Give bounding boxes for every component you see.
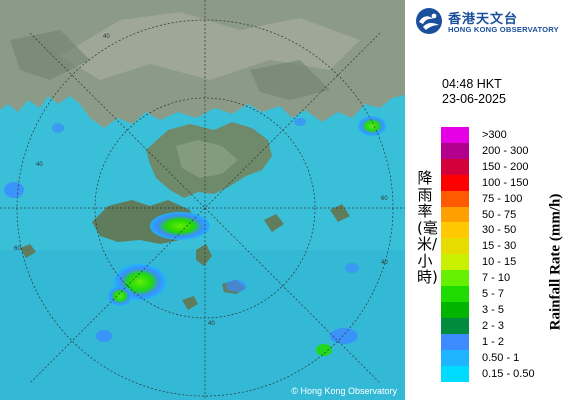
small-island-3 bbox=[264, 214, 284, 232]
small-island-2 bbox=[182, 296, 198, 310]
small-island-4 bbox=[330, 204, 350, 222]
radar-map: 40 60 40 40 60 40 © Hong Kong Observator… bbox=[0, 0, 405, 400]
logo-name-en: HONG KONG OBSERVATORY bbox=[448, 25, 559, 34]
legend-swatch bbox=[441, 206, 469, 223]
legend-swatch bbox=[441, 317, 469, 334]
ring-label-2: 60 bbox=[381, 196, 388, 202]
legend-title-cn: 降雨率(毫米/小時) bbox=[417, 169, 438, 286]
legend-label: 7 - 10 bbox=[482, 272, 511, 285]
timestamp-time: 04:48 HKT bbox=[442, 77, 502, 91]
range-ring-labels: 40 60 40 40 60 40 bbox=[14, 34, 388, 327]
legend-label: 75 - 100 bbox=[482, 192, 523, 205]
legend-swatch bbox=[441, 127, 469, 143]
legend-swatch bbox=[441, 365, 469, 382]
lamma-island bbox=[196, 244, 212, 266]
copyright-text: © Hong Kong Observatory bbox=[291, 386, 397, 396]
timestamp-date: 23-06-2025 bbox=[442, 92, 506, 106]
legend-swatch bbox=[441, 222, 469, 239]
legend-swatch bbox=[441, 270, 469, 287]
legend-label: 100 - 150 bbox=[482, 176, 529, 189]
legend-label: 0.50 - 1 bbox=[482, 351, 520, 364]
rain-echoes bbox=[4, 116, 386, 356]
legend-label: 200 - 300 bbox=[482, 144, 529, 157]
legend-panel: 香港天文台 HONG KONG OBSERVATORY 04:48 HKT 23… bbox=[405, 0, 577, 400]
ring-label-5: 60 bbox=[14, 246, 21, 252]
mainland-texture bbox=[60, 12, 360, 80]
legend-swatch bbox=[441, 142, 469, 159]
hko-emblem-icon bbox=[416, 8, 442, 34]
legend-label: 5 - 7 bbox=[482, 288, 505, 300]
timestamp: 04:48 HKT 23-06-2025 bbox=[442, 77, 506, 107]
legend-title-en: Rainfall Rate (mm/h) bbox=[547, 193, 564, 331]
ring-label-4: 40 bbox=[208, 321, 215, 327]
ring-label-3: 40 bbox=[381, 260, 388, 266]
legend-swatch bbox=[441, 333, 469, 350]
ring-label-6: 40 bbox=[36, 162, 43, 168]
legend-swatch bbox=[441, 158, 469, 175]
legend-label: 3 - 5 bbox=[482, 303, 505, 316]
legend-label: 150 - 200 bbox=[482, 160, 529, 173]
sea-shading bbox=[0, 250, 405, 400]
hko-logo: 香港天文台 HONG KONG OBSERVATORY bbox=[415, 6, 575, 40]
hong-kong-hills bbox=[176, 140, 238, 178]
legend-label: 30 - 50 bbox=[482, 224, 517, 237]
legend-swatch bbox=[441, 190, 469, 207]
legend-label: >300 bbox=[482, 129, 507, 141]
legend-label: 0.15 - 0.50 bbox=[482, 367, 535, 380]
ring-label-1: 40 bbox=[103, 34, 110, 40]
legend-label: 10 - 15 bbox=[482, 256, 517, 269]
legend-swatch bbox=[441, 238, 469, 255]
radar-map-image: 40 60 40 40 60 40 bbox=[0, 0, 405, 400]
mainland-texture-2 bbox=[10, 30, 330, 100]
legend-label: 15 - 30 bbox=[482, 240, 517, 253]
legend-label: 50 - 75 bbox=[482, 208, 517, 221]
legend-swatch bbox=[441, 301, 469, 318]
range-rings bbox=[0, 0, 405, 400]
legend-swatch bbox=[441, 174, 469, 191]
logo-name-cn: 香港天文台 bbox=[448, 12, 519, 27]
legend-label: 1 - 2 bbox=[482, 335, 505, 348]
legend-swatch bbox=[441, 254, 469, 271]
small-island-5 bbox=[20, 244, 36, 258]
legend-swatch bbox=[441, 286, 469, 302]
legend-swatch bbox=[441, 349, 469, 366]
legend-label: 2 - 3 bbox=[482, 319, 505, 332]
